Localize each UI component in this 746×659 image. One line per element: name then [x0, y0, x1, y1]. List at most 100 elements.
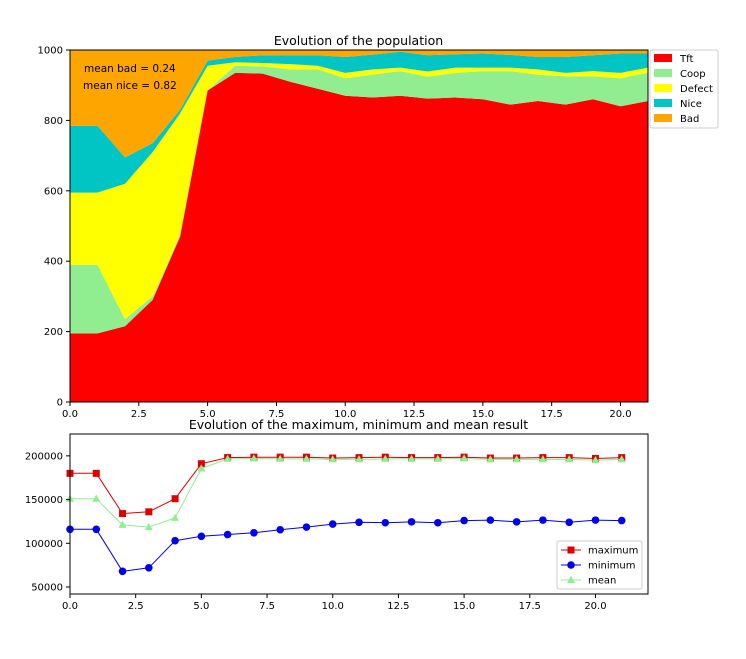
mean-point	[276, 454, 285, 462]
x-tick-label: 12.5	[403, 409, 425, 420]
mean-point	[197, 464, 206, 472]
x-tick-label: 10.0	[322, 601, 344, 612]
x-tick-label: 20.0	[609, 409, 631, 420]
area-nice	[70, 51, 648, 193]
line-minimum	[70, 519, 622, 572]
y-tick-label: 200	[44, 327, 63, 338]
x-tick-label: 20.0	[584, 601, 606, 612]
mean-point	[328, 455, 337, 463]
mean-nice-annotation: mean nice = 0.82	[83, 80, 177, 92]
mean-point	[538, 455, 547, 463]
legend-marker-mean	[567, 575, 575, 583]
line-mean	[70, 457, 622, 528]
legend-box	[556, 540, 643, 590]
x-tick-label: 2.5	[131, 409, 147, 420]
y-tick-label: 800	[44, 116, 63, 127]
minimum-point	[407, 518, 416, 526]
results-x-ticks: 0.0 2.5 5.0 7.5 10.0 12.5 15.0 17.5 20.0	[62, 594, 607, 612]
x-tick-label: 7.5	[268, 409, 284, 420]
minimum-point	[302, 523, 311, 531]
legend-label-mean: mean	[588, 576, 616, 587]
y-tick-label: 0	[57, 398, 63, 409]
maximum-point	[119, 510, 127, 518]
x-tick-label: 7.5	[259, 601, 275, 612]
population-chart-title: Evolution of the population	[274, 33, 443, 48]
x-tick-label: 12.5	[387, 601, 409, 612]
mean-point	[617, 455, 626, 463]
legend-label-defect: Defect	[680, 84, 713, 95]
y-tick-label: 200000	[25, 451, 63, 462]
mean-point	[512, 455, 521, 463]
minimum-point	[565, 518, 573, 527]
results-chart: Evolution of the maximum, minimum and me…	[25, 417, 649, 612]
area-bad	[70, 50, 648, 158]
mean-point	[591, 456, 600, 464]
minimum-point	[617, 516, 626, 525]
minimum-point	[276, 525, 284, 534]
legend-marker-maximum	[567, 546, 575, 554]
minimum-point	[355, 518, 363, 527]
legend-swatch-coop	[654, 69, 672, 77]
x-tick-label: 2.5	[128, 601, 144, 612]
y-tick-label: 600	[44, 186, 63, 197]
legend-label-bad: Bad	[680, 114, 699, 125]
mean-point	[144, 522, 153, 531]
mean-point	[249, 454, 258, 462]
area-defect	[70, 62, 648, 320]
y-tick-label: 50000	[31, 583, 63, 594]
y-tick-label: 100000	[25, 539, 63, 550]
minimum-point	[486, 516, 495, 524]
minimum-point	[460, 516, 468, 525]
x-tick-label: 0.0	[62, 409, 78, 420]
minimum-point	[250, 528, 258, 537]
mean-point	[118, 520, 127, 528]
x-tick-label: 5.0	[193, 601, 209, 612]
x-tick-label: 17.5	[541, 409, 563, 420]
y-tick-label: 1000	[38, 46, 63, 57]
population-legend: Tft Coop Defect Nice Bad	[649, 49, 719, 129]
mean-point	[486, 455, 495, 463]
maximum-point	[171, 495, 179, 503]
legend-label-tft: Tft	[679, 54, 693, 65]
minimum-point	[381, 518, 390, 527]
minimum-point	[92, 525, 101, 534]
population-y-ticks: 0 200 400 600 800 1000	[38, 46, 70, 409]
results-chart-title: Evolution of the maximum, minimum and me…	[189, 417, 528, 432]
legend-marker-minimum	[567, 561, 575, 569]
mean-point	[223, 454, 232, 462]
minimum-point	[223, 530, 232, 539]
maximum-point	[92, 469, 100, 477]
minimum-point	[118, 567, 127, 576]
mean-point	[171, 513, 180, 521]
population-chart: Evolution of the population 0.0 2.5 5.0 7.5…	[38, 33, 719, 420]
minimum-point	[197, 532, 206, 541]
legend-label-maximum: maximum	[588, 546, 638, 557]
mean-point	[433, 454, 442, 462]
x-tick-label: 17.5	[519, 601, 541, 612]
line-maximum	[70, 456, 622, 515]
results-y-ticks: 50000 100000 150000 200000	[25, 451, 70, 594]
results-lines	[66, 453, 626, 576]
mean-point	[355, 455, 363, 463]
y-tick-label: 400	[44, 257, 63, 268]
minimum-point	[145, 563, 153, 572]
results-plot-frame	[69, 433, 649, 595]
maximum-point	[197, 460, 205, 468]
mean-point	[92, 494, 101, 502]
minimum-point	[434, 518, 442, 527]
x-tick-label: 15.0	[472, 409, 494, 420]
x-tick-label: 15.0	[453, 601, 475, 612]
y-tick-label: 150000	[25, 495, 63, 506]
x-tick-label: 10.0	[334, 409, 356, 420]
area-coop	[70, 65, 648, 334]
legend-swatch-defect	[654, 84, 672, 92]
minimum-point	[512, 518, 521, 526]
minimum-point	[328, 520, 337, 528]
minimum-point	[539, 516, 547, 524]
population-x-ticks: 0.0 2.5 5.0 7.5 10.0 12.5 15.0 17.5 20.0	[62, 402, 632, 420]
legend-swatch-bad	[654, 114, 672, 122]
minimum-point	[591, 516, 600, 524]
mean-point	[407, 454, 416, 462]
area-tft	[70, 72, 648, 403]
